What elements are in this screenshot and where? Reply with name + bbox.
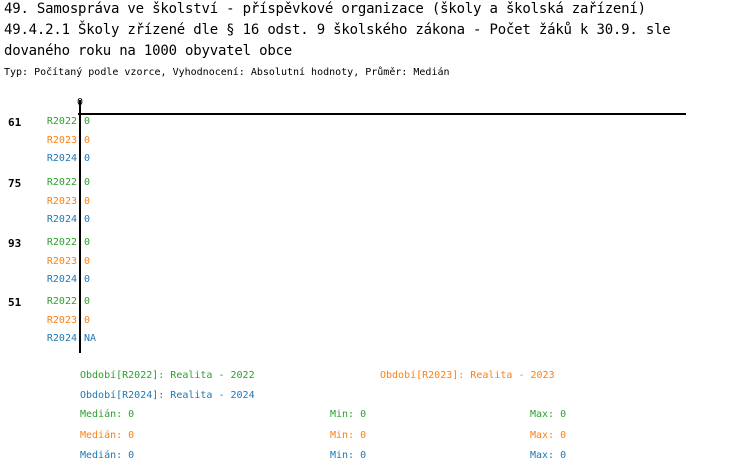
title-line-2: 49.4.2.1 Školy zřízené dle § 16 odst. 9 …: [4, 22, 671, 38]
stat-max: Max: 0: [530, 450, 567, 461]
legend-item: Období[R2024]: Realita - 2024: [80, 390, 255, 401]
title-line-3: dovaného roku na 1000 obyvatel obce: [4, 43, 293, 59]
series-label: R2024: [46, 214, 77, 225]
category-label: 93: [8, 237, 22, 250]
data-label: 0: [84, 153, 91, 164]
data-label: 0: [84, 296, 91, 307]
series-label: R2022: [46, 237, 77, 248]
stat-median: Medián: 0: [80, 450, 135, 461]
data-label: 0: [84, 116, 91, 127]
stat-median: Medián: 0: [80, 429, 135, 441]
category-label: 61: [8, 116, 22, 129]
series-label: R2023: [46, 314, 77, 326]
stat-max: Max: 0: [530, 429, 567, 441]
series-label: R2023: [46, 134, 77, 146]
series-label: R2023: [46, 195, 77, 207]
data-label: 0: [84, 195, 91, 207]
data-label: 0: [84, 274, 91, 285]
series-label: R2022: [46, 116, 77, 127]
stat-min: Min: 0: [330, 409, 367, 420]
data-label: 0: [84, 134, 91, 146]
category-label: 75: [8, 177, 22, 190]
series-label: R2023: [46, 255, 77, 267]
series-label: R2024: [46, 333, 77, 344]
category-label: 51: [8, 296, 22, 309]
legend-item: Období[R2023]: Realita - 2023: [380, 370, 555, 381]
data-label: 0: [84, 177, 91, 188]
series-label: R2022: [46, 296, 77, 307]
stat-max: Max: 0: [530, 409, 567, 420]
data-label: NA: [84, 333, 97, 344]
title-line-1: 49. Samospráva ve školství - příspěvkové…: [4, 1, 646, 17]
stat-min: Min: 0: [330, 450, 367, 461]
series-label: R2024: [46, 274, 77, 285]
legend-item: Období[R2022]: Realita - 2022: [80, 370, 255, 381]
series-label: R2022: [46, 177, 77, 188]
data-label: 0: [84, 214, 91, 225]
data-label: 0: [84, 255, 91, 267]
data-label: 0: [84, 237, 91, 248]
subtitle: Typ: Počítaný podle vzorce, Vyhodnocení:…: [4, 67, 450, 78]
stat-min: Min: 0: [330, 429, 367, 441]
series-label: R2024: [46, 153, 77, 164]
data-label: 0: [84, 314, 91, 326]
x-axis-line: [78, 113, 686, 115]
y-axis-line: [79, 100, 81, 353]
stat-median: Medián: 0: [80, 409, 135, 420]
